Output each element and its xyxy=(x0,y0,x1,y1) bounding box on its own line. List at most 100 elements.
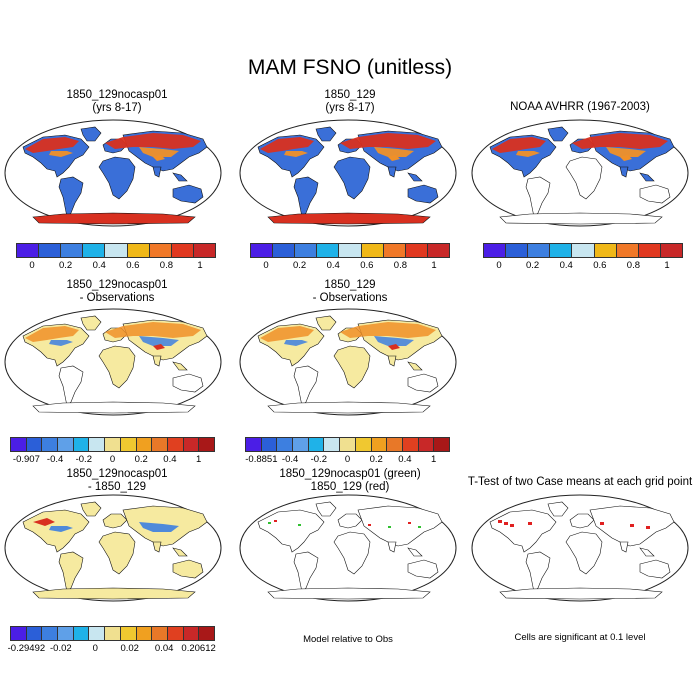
continent-europe xyxy=(337,513,363,529)
colorbar-swatch xyxy=(183,627,200,640)
continent-greenland xyxy=(80,126,102,142)
colorbar-tick-label: 1 xyxy=(430,454,437,465)
colorbar-swatch xyxy=(277,438,294,451)
map-panel-6 xyxy=(4,494,222,602)
panel-5-title: 1850_129 - Observations xyxy=(240,279,460,305)
continent-india xyxy=(387,166,397,178)
continent-antarctica xyxy=(32,401,196,414)
continent-europe xyxy=(569,513,595,529)
colorbar-swatch xyxy=(83,244,106,257)
continent-antarctica xyxy=(499,212,663,225)
colorbar-tick-label: 0.6 xyxy=(360,260,374,271)
colorbar-swatch xyxy=(136,438,153,451)
colorbar-tick-label: 0.6 xyxy=(126,260,140,271)
colorbar-tick-label: -0.29492 xyxy=(7,643,46,654)
continent-india xyxy=(152,166,162,178)
colorbar-tick-label: 0.20612 xyxy=(181,643,216,654)
colorbar-tick-label: 0.2 xyxy=(525,260,540,271)
panel-1-title: 1850_129nocasp01 (yrs 8-17) xyxy=(7,89,227,115)
colorbar-tick-label: 0.4 xyxy=(163,454,177,465)
colorbar-swatches xyxy=(483,243,683,258)
colorbar-tick-label: -0.4 xyxy=(281,454,299,465)
colorbar-swatch xyxy=(427,244,449,257)
map-panel-5 xyxy=(239,308,457,416)
continent-seasia xyxy=(172,172,188,182)
colorbar-tick-label: 0.2 xyxy=(134,454,148,465)
panel-7-title: 1850_129nocasp01 (green) 1850_129 (red) xyxy=(240,468,460,494)
colorbar-swatch xyxy=(528,244,551,257)
continent-seasia xyxy=(407,361,423,371)
continent-greenland xyxy=(547,126,569,142)
continent-australia xyxy=(407,373,439,393)
colorbar-swatch xyxy=(89,438,106,451)
colorbar-swatch xyxy=(550,244,573,257)
colorbar-swatch xyxy=(616,244,639,257)
colorbar-swatches xyxy=(245,437,450,452)
colorbar-swatch xyxy=(402,438,419,451)
panel-6-title-line1: 1850_129nocasp01 xyxy=(66,468,168,480)
colorbar-swatch xyxy=(506,244,529,257)
colorbar-tick-label: 0.04 xyxy=(154,643,174,654)
colorbar-swatch xyxy=(11,438,27,451)
significant-cell xyxy=(418,526,421,528)
colorbar-swatch xyxy=(355,438,372,451)
colorbar-swatch xyxy=(26,627,43,640)
colorbar-swatch xyxy=(26,438,43,451)
continent-australia xyxy=(639,184,671,204)
continent-samerica xyxy=(525,176,551,218)
colorbar-tick-label: 1 xyxy=(431,260,437,271)
continent-australia xyxy=(407,559,439,579)
colorbar-tick-label: 0.4 xyxy=(398,454,412,465)
panel-2-title-line2: (yrs 8-17) xyxy=(325,102,375,114)
colorbar-2: 0 0.2 0.4 0.6 0.8 1 xyxy=(250,243,450,271)
snow-high-region xyxy=(260,133,436,153)
continent-asia xyxy=(357,505,443,547)
colorbar-swatch xyxy=(89,627,106,640)
colorbar-tick-label: 0.8 xyxy=(626,260,640,271)
continent-india xyxy=(619,166,629,178)
colorbar-swatch xyxy=(361,244,384,257)
colorbar-4: -0.907 -0.4 -0.2 0 0.2 0.4 1 xyxy=(10,437,215,465)
panel-3-title-line1: NOAA AVHRR (1967-2003) xyxy=(510,101,650,113)
colorbar-swatch xyxy=(324,438,341,451)
map-panel-3 xyxy=(471,119,689,227)
colorbar-swatch xyxy=(317,244,340,257)
continent-antarctica xyxy=(267,587,431,600)
continent-australia xyxy=(639,559,671,579)
diff-negative-region xyxy=(284,336,414,346)
panel-2-title-line1: 1850_129 xyxy=(324,89,376,101)
continent-samerica xyxy=(58,551,84,593)
continent-greenland xyxy=(315,501,337,517)
panel-4-title-line2: - Observations xyxy=(79,292,155,304)
tibet-diff-region xyxy=(388,344,400,350)
continent-australia xyxy=(172,373,204,393)
continent-africa xyxy=(333,531,371,575)
colorbar-tick-label: 0 xyxy=(29,260,35,271)
colorbar-tick-label: 0.2 xyxy=(292,260,307,271)
colorbar-swatch xyxy=(293,438,309,451)
continent-samerica xyxy=(525,551,551,593)
colorbar-tick-label: 0.4 xyxy=(559,260,573,271)
continent-antarctica xyxy=(32,587,196,600)
panel-4-title: 1850_129nocasp01 - Observations xyxy=(7,279,227,305)
continent-greenland xyxy=(80,315,102,331)
colorbar-tick-label: 0.2 xyxy=(58,260,73,271)
page-title: MAM FSNO (unitless) xyxy=(247,56,453,79)
colorbar-swatch xyxy=(105,244,128,257)
panel-5-title-line2: - Observations xyxy=(312,292,388,304)
colorbar-tick-label: -0.8851 xyxy=(245,454,278,465)
continent-africa xyxy=(333,156,371,200)
colorbar-5: -0.8851 -0.4 -0.2 0 0.2 0.4 1 xyxy=(245,437,450,465)
colorbar-swatch xyxy=(152,438,168,451)
colorbar-swatch xyxy=(251,244,274,257)
colorbar-swatch xyxy=(273,244,296,257)
colorbar-swatch xyxy=(152,627,168,640)
panel-8-title: T-Test of two Case means at each grid po… xyxy=(460,476,700,489)
colorbar-tick-label: -0.907 xyxy=(12,454,40,465)
colorbar-ticks: 0 0.2 0.4 0.6 0.8 1 xyxy=(16,258,216,271)
significant-cell xyxy=(528,522,532,525)
significant-cell xyxy=(408,522,411,524)
colorbar-swatches xyxy=(10,437,215,452)
colorbar-tick-label: 0 xyxy=(109,454,116,465)
diff-positive-region xyxy=(260,322,436,342)
